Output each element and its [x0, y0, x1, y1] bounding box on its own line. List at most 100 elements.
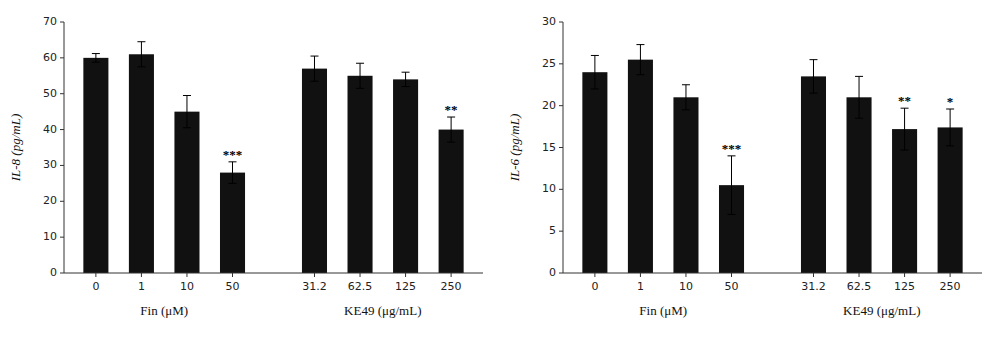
y-tick-label: 10 — [542, 182, 556, 195]
error-cap — [809, 59, 817, 60]
error-bar — [183, 96, 191, 128]
bar — [439, 130, 464, 273]
error-cap — [356, 88, 364, 89]
y-tick-label: 70 — [43, 15, 57, 28]
error-stem — [950, 109, 951, 146]
bar — [129, 54, 154, 273]
x-tick-label: 1 — [637, 280, 644, 293]
bar — [847, 97, 872, 273]
y-tick-label: 30 — [43, 158, 57, 171]
error-cap — [636, 74, 644, 75]
error-cap — [183, 95, 191, 96]
y-tick — [559, 231, 563, 232]
significance-label: ** — [445, 102, 458, 117]
y-tick-label: 0 — [549, 266, 556, 279]
error-cap — [92, 53, 100, 54]
error-cap — [402, 86, 410, 87]
bar — [582, 72, 607, 273]
error-cap — [682, 84, 690, 85]
error-stem — [640, 45, 641, 75]
x-tick-label: 62.5 — [348, 280, 373, 293]
x-tick — [950, 273, 951, 277]
x-tick-label: 0 — [591, 280, 598, 293]
y-axis-label: IL-8 (pg/mL) — [8, 114, 23, 183]
error-cap — [946, 145, 954, 146]
y-tick — [60, 93, 64, 94]
error-cap — [137, 66, 145, 67]
error-stem — [186, 96, 187, 128]
error-cap — [137, 41, 145, 42]
error-bar — [137, 42, 145, 67]
x-axis-line — [64, 273, 483, 274]
error-stem — [232, 162, 233, 184]
x-tick-label: 31.2 — [801, 280, 826, 293]
error-cap — [636, 44, 644, 45]
group-label: KE49 (μg/mL) — [344, 303, 421, 318]
bar — [673, 97, 698, 273]
x-tick — [360, 273, 361, 277]
significance-label: *** — [722, 141, 742, 156]
y-tick-label: 0 — [50, 266, 57, 279]
error-cap — [728, 214, 736, 215]
x-tick — [95, 273, 96, 277]
bar — [892, 129, 917, 273]
x-tick-label: 0 — [92, 280, 99, 293]
x-tick — [594, 273, 595, 277]
y-tick-label: 30 — [542, 15, 556, 28]
bar — [83, 58, 108, 273]
y-tick-label: 40 — [43, 123, 57, 136]
y-tick — [60, 237, 64, 238]
error-stem — [859, 76, 860, 118]
group-label: Fin (μM) — [639, 303, 687, 318]
error-bar — [229, 162, 237, 184]
error-bar — [901, 108, 909, 150]
error-cap — [310, 56, 318, 57]
error-bar — [855, 76, 863, 118]
figure: 01020304050607001105031.262.5125250Fin (… — [0, 0, 998, 337]
x-tick — [451, 273, 452, 277]
bar — [302, 69, 327, 273]
y-tick — [60, 201, 64, 202]
error-cap — [591, 88, 599, 89]
x-tick — [232, 273, 233, 277]
y-tick — [559, 189, 563, 190]
error-bar — [809, 60, 817, 93]
error-stem — [904, 108, 905, 150]
x-tick-label: 62.5 — [847, 280, 872, 293]
y-tick — [559, 63, 563, 64]
error-bar — [402, 72, 410, 86]
error-cap — [183, 127, 191, 128]
x-tick-label: 125 — [894, 280, 915, 293]
x-tick-label: 50 — [725, 280, 739, 293]
x-axis-line — [563, 273, 982, 274]
page: {"chart_data": [ {"type": "bar", "ylabel… — [0, 0, 998, 337]
group-label: Fin (μM) — [140, 303, 188, 318]
error-stem — [405, 72, 406, 86]
y-tick — [559, 22, 563, 23]
error-bar — [310, 56, 318, 81]
error-stem — [141, 42, 142, 67]
x-tick — [314, 273, 315, 277]
y-tick-label: 15 — [542, 141, 556, 154]
bar — [348, 76, 373, 273]
panel: 05101520253001105031.262.5125250Fin (μM)… — [507, 15, 982, 318]
error-cap — [901, 150, 909, 151]
error-stem — [594, 55, 595, 88]
significance-label: *** — [223, 147, 243, 162]
y-tick-label: 20 — [43, 194, 57, 207]
bar — [393, 79, 418, 273]
x-tick-label: 10 — [679, 280, 693, 293]
error-stem — [451, 117, 452, 142]
error-stem — [360, 63, 361, 88]
significance-label: ** — [898, 93, 911, 108]
error-cap — [855, 118, 863, 119]
error-bar — [946, 109, 954, 146]
y-axis-label: IL-6 (pg/mL) — [507, 114, 522, 183]
error-bar — [728, 156, 736, 215]
x-tick-label: 50 — [226, 280, 240, 293]
y-tick-label: 50 — [43, 87, 57, 100]
x-tick — [640, 273, 641, 277]
x-tick-label: 10 — [180, 280, 194, 293]
error-stem — [314, 56, 315, 81]
x-tick-label: 125 — [395, 280, 416, 293]
